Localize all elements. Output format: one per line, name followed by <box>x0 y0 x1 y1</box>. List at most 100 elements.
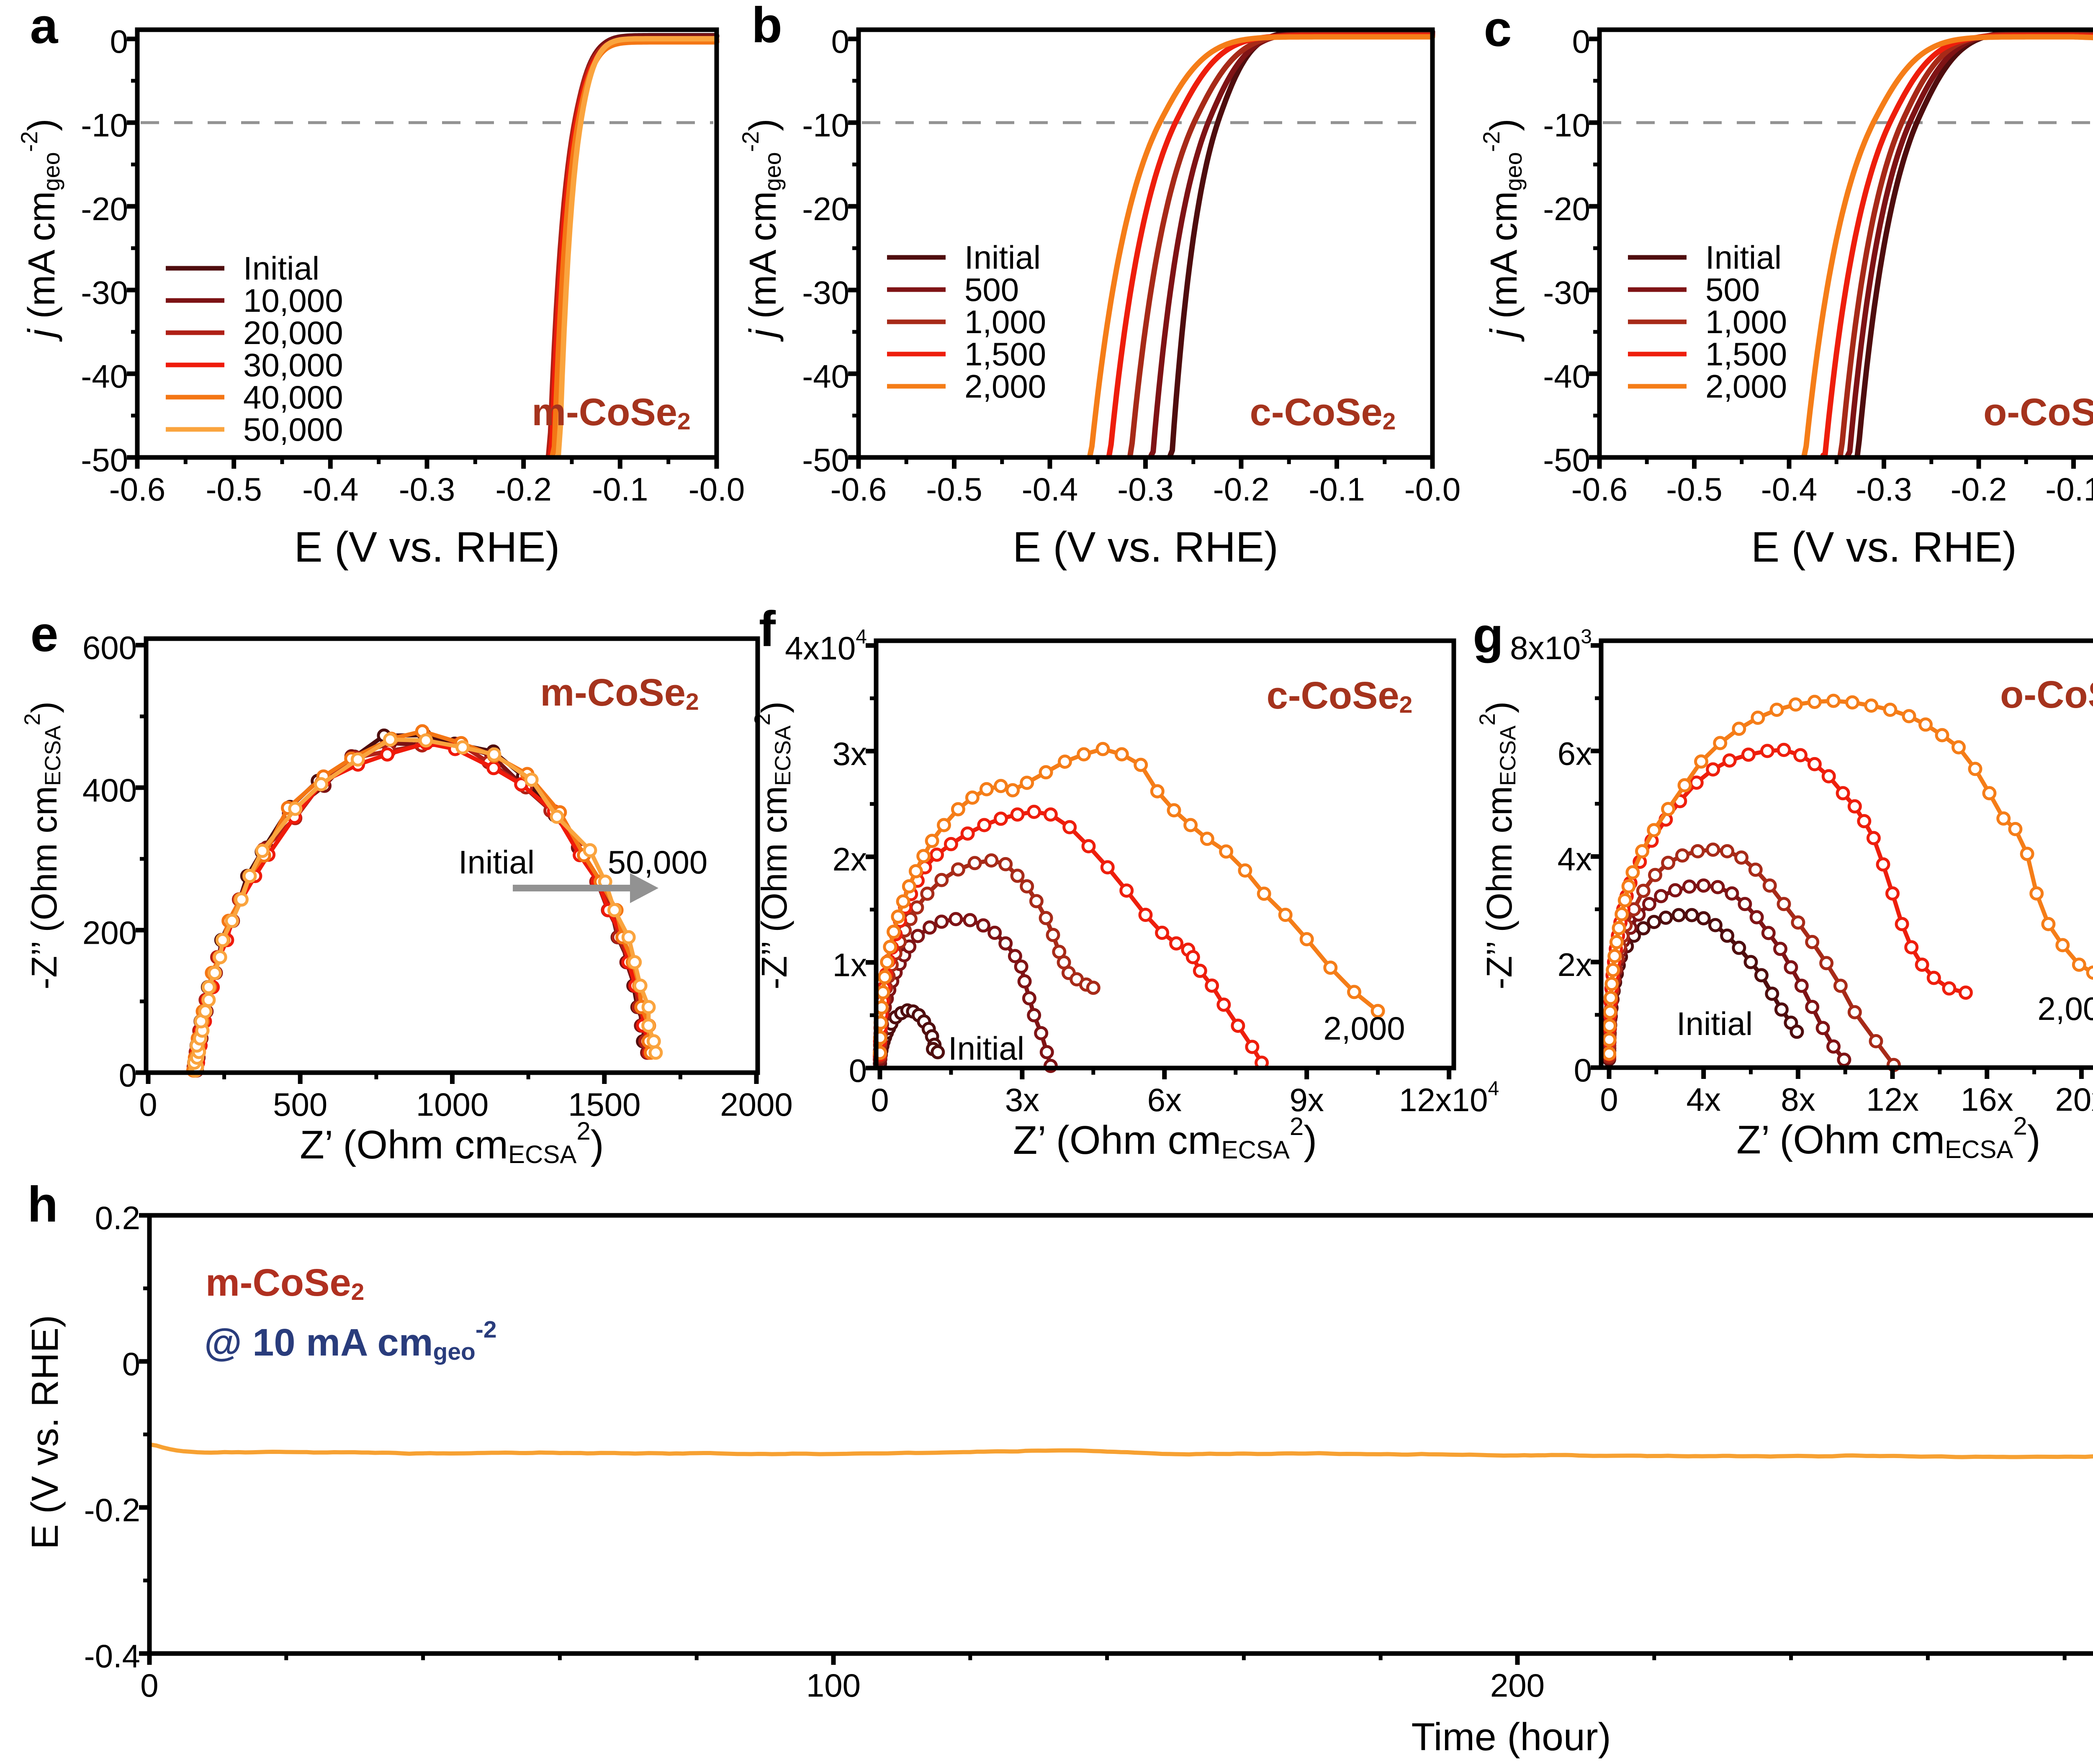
svg-text:j (mA cmgeo-2): j (mA cmgeo-2) <box>1478 118 1527 342</box>
svg-text:-0.6: -0.6 <box>109 471 165 508</box>
svg-text:-Z’’ (Ohm cmECSA2): -Z’’ (Ohm cmECSA2) <box>750 701 795 989</box>
svg-text:-20: -20 <box>81 190 128 227</box>
svg-text:o-CoSe2: o-CoSe2 <box>1983 391 2093 435</box>
svg-text:o-CoSe2: o-CoSe2 <box>2000 673 2093 717</box>
svg-text:2,000: 2,000 <box>1705 368 1787 405</box>
svg-text:-0.4: -0.4 <box>1761 471 1817 508</box>
svg-text:3x: 3x <box>1005 1081 1039 1118</box>
svg-text:1,000: 1,000 <box>1705 303 1787 340</box>
svg-text:c-CoSe2: c-CoSe2 <box>1267 674 1413 718</box>
svg-text:c-CoSe2: c-CoSe2 <box>1250 391 1396 435</box>
svg-text:4x: 4x <box>1687 1081 1721 1118</box>
svg-text:Initial: Initial <box>964 239 1041 276</box>
svg-text:-40: -40 <box>1543 358 1590 395</box>
svg-text:-0.2: -0.2 <box>1213 471 1269 508</box>
svg-text:2,000: 2,000 <box>2037 990 2093 1027</box>
svg-text:9x: 9x <box>1290 1081 1324 1118</box>
svg-text:-40: -40 <box>802 358 849 395</box>
svg-text:-0.5: -0.5 <box>1666 471 1722 508</box>
svg-text:2,000: 2,000 <box>964 368 1046 405</box>
svg-text:4x: 4x <box>1558 841 1592 878</box>
svg-text:-20: -20 <box>1543 190 1590 227</box>
svg-text:1,500: 1,500 <box>964 336 1046 372</box>
svg-text:1500: 1500 <box>568 1086 641 1123</box>
svg-text:-50: -50 <box>1543 442 1590 478</box>
svg-text:-10: -10 <box>1543 107 1590 144</box>
svg-text:0: 0 <box>119 1057 137 1094</box>
svg-text:0: 0 <box>831 23 849 60</box>
svg-text:-30: -30 <box>1543 274 1590 311</box>
svg-text:0: 0 <box>122 1345 140 1382</box>
svg-text:Initial: Initial <box>1705 239 1782 276</box>
svg-text:12x: 12x <box>1866 1081 1919 1118</box>
svg-text:500: 500 <box>273 1086 327 1123</box>
svg-text:30,000: 30,000 <box>243 347 343 383</box>
svg-text:200: 200 <box>82 914 137 951</box>
svg-text:m-CoSe2: m-CoSe2 <box>532 391 690 435</box>
svg-text:Z’ (Ohm cmECSA2): Z’ (Ohm cmECSA2) <box>300 1117 604 1168</box>
svg-text:6x: 6x <box>1558 735 1592 772</box>
svg-text:-0.1: -0.1 <box>1309 471 1365 508</box>
svg-text:c: c <box>1484 1 1512 57</box>
svg-text:-0.1: -0.1 <box>592 471 648 508</box>
svg-text:E (V vs. RHE): E (V vs. RHE) <box>1751 523 2017 571</box>
svg-text:12x104: 12x104 <box>1399 1078 1499 1119</box>
svg-text:600: 600 <box>82 629 137 666</box>
svg-text:2x: 2x <box>833 841 867 878</box>
svg-text:3x: 3x <box>833 735 867 772</box>
svg-text:50,000: 50,000 <box>243 411 343 448</box>
svg-text:-0.6: -0.6 <box>831 471 887 508</box>
svg-text:m-CoSe2: m-CoSe2 <box>540 671 699 715</box>
svg-text:16x: 16x <box>1961 1081 2013 1118</box>
svg-text:2000: 2000 <box>720 1086 793 1123</box>
svg-text:-0.4: -0.4 <box>1022 471 1078 508</box>
svg-text:Time (hour): Time (hour) <box>1411 1715 1611 1759</box>
svg-text:1,000: 1,000 <box>964 303 1046 340</box>
svg-text:1000: 1000 <box>416 1086 489 1123</box>
svg-text:8x103: 8x103 <box>1510 626 1592 667</box>
svg-text:-30: -30 <box>802 274 849 311</box>
svg-text:m-CoSe2: m-CoSe2 <box>206 1261 364 1305</box>
svg-text:e: e <box>31 606 59 662</box>
svg-text:0: 0 <box>140 1667 158 1704</box>
svg-text:-50: -50 <box>81 442 128 478</box>
svg-text:0: 0 <box>1572 23 1590 60</box>
svg-text:0: 0 <box>110 23 128 60</box>
svg-text:-0.5: -0.5 <box>926 471 982 508</box>
svg-text:0: 0 <box>139 1086 157 1123</box>
svg-text:20x: 20x <box>2055 1081 2093 1118</box>
svg-text:100: 100 <box>806 1667 861 1704</box>
svg-text:-10: -10 <box>81 107 128 144</box>
svg-text:1,500: 1,500 <box>1705 336 1787 372</box>
svg-text:j (mA cmgeo-2): j (mA cmgeo-2) <box>16 118 64 342</box>
svg-text:-0.2: -0.2 <box>1951 471 2007 508</box>
svg-text:2x: 2x <box>1558 946 1592 983</box>
svg-text:-0.3: -0.3 <box>1117 471 1173 508</box>
svg-text:E (V vs. RHE): E (V vs. RHE) <box>294 523 560 571</box>
svg-text:Initial: Initial <box>243 250 319 287</box>
svg-text:-50: -50 <box>802 442 849 478</box>
svg-text:-40: -40 <box>81 358 128 395</box>
svg-text:50,000: 50,000 <box>608 844 708 881</box>
svg-text:Z’ (Ohm cmECSA2): Z’ (Ohm cmECSA2) <box>1013 1112 1317 1164</box>
svg-text:Initial: Initial <box>458 844 535 881</box>
svg-text:-0.1: -0.1 <box>2045 471 2093 508</box>
svg-text:6x: 6x <box>1147 1081 1182 1118</box>
svg-text:j (mA cmgeo-2): j (mA cmgeo-2) <box>737 118 786 342</box>
svg-text:-Z’’ (Ohm cmECSA2): -Z’’ (Ohm cmECSA2) <box>1475 701 1520 989</box>
svg-text:a: a <box>30 0 59 54</box>
svg-text:500: 500 <box>1705 271 1760 308</box>
svg-text:E (V vs. RHE): E (V vs. RHE) <box>24 1315 66 1549</box>
svg-text:0: 0 <box>1574 1052 1592 1089</box>
svg-text:10,000: 10,000 <box>243 282 343 319</box>
svg-text:-0.4: -0.4 <box>84 1638 140 1674</box>
svg-text:40,000: 40,000 <box>243 379 343 416</box>
svg-text:400: 400 <box>82 772 137 809</box>
svg-text:@ 10 mA cmgeo-2: @ 10 mA cmgeo-2 <box>204 1316 497 1365</box>
svg-text:-0.0: -0.0 <box>1404 471 1460 508</box>
svg-text:0: 0 <box>1600 1081 1618 1118</box>
svg-text:-0.2: -0.2 <box>84 1492 140 1528</box>
svg-text:200: 200 <box>1490 1667 1545 1704</box>
svg-text:0: 0 <box>849 1052 867 1089</box>
svg-text:20,000: 20,000 <box>243 314 343 351</box>
